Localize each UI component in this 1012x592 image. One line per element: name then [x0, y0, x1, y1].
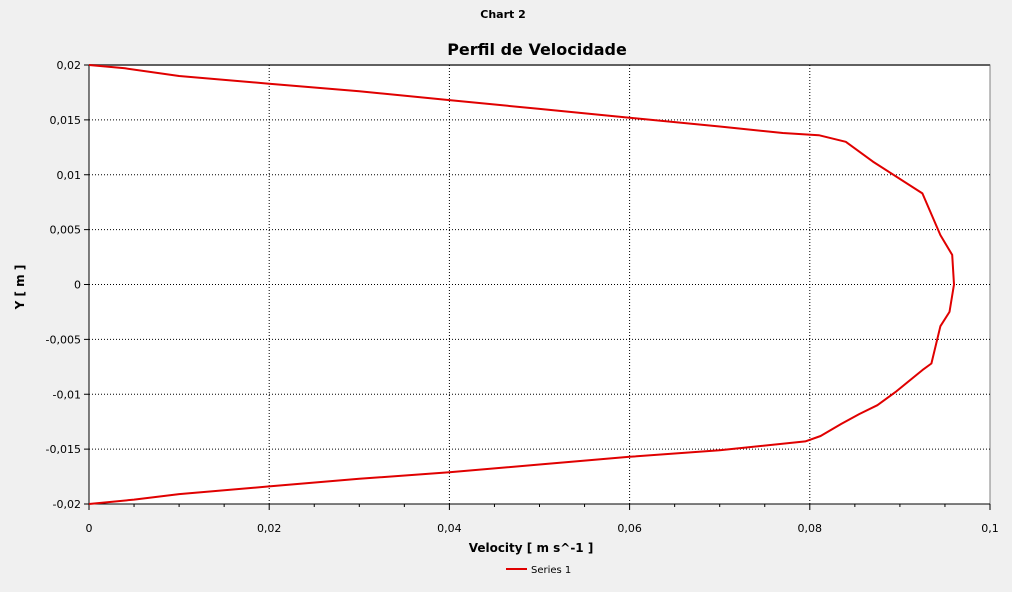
y-tick-label: -0,005 [46, 333, 81, 346]
legend-label-series-1: Series 1 [531, 565, 571, 576]
y-tick-label: 0,02 [57, 59, 82, 72]
x-tick-label: 0,08 [798, 522, 823, 535]
ticks-layer: 0 0,02 0,04 0,06 0,08 0,10,020,0150,010,0050-… [46, 59, 999, 535]
window-title: Chart 2 [480, 8, 526, 21]
chart-title: Perfil de Velocidade [447, 40, 627, 59]
y-tick-label: 0,005 [50, 224, 82, 237]
x-tick-label: 0 [86, 522, 93, 535]
x-tick-label: 0,04 [437, 522, 462, 535]
y-tick-label: 0,015 [50, 114, 82, 127]
legend: Series 1 [506, 565, 571, 576]
y-tick-label: -0,01 [53, 388, 81, 401]
x-tick-label: 0,1 [981, 522, 999, 535]
series-line-1 [88, 64, 955, 505]
y-axis-label: Y [ m ] [13, 265, 27, 311]
grid-layer [89, 64, 990, 504]
x-tick-label: 0,06 [617, 522, 642, 535]
x-tick-label: 0,02 [257, 522, 282, 535]
y-tick-label: 0,01 [57, 169, 82, 182]
series-layer [88, 64, 955, 505]
x-axis-label: Velocity [ m s^-1 ] [469, 541, 594, 555]
y-tick-label: 0 [74, 279, 81, 292]
y-tick-label: -0,015 [46, 443, 81, 456]
y-tick-label: -0,02 [53, 498, 81, 511]
